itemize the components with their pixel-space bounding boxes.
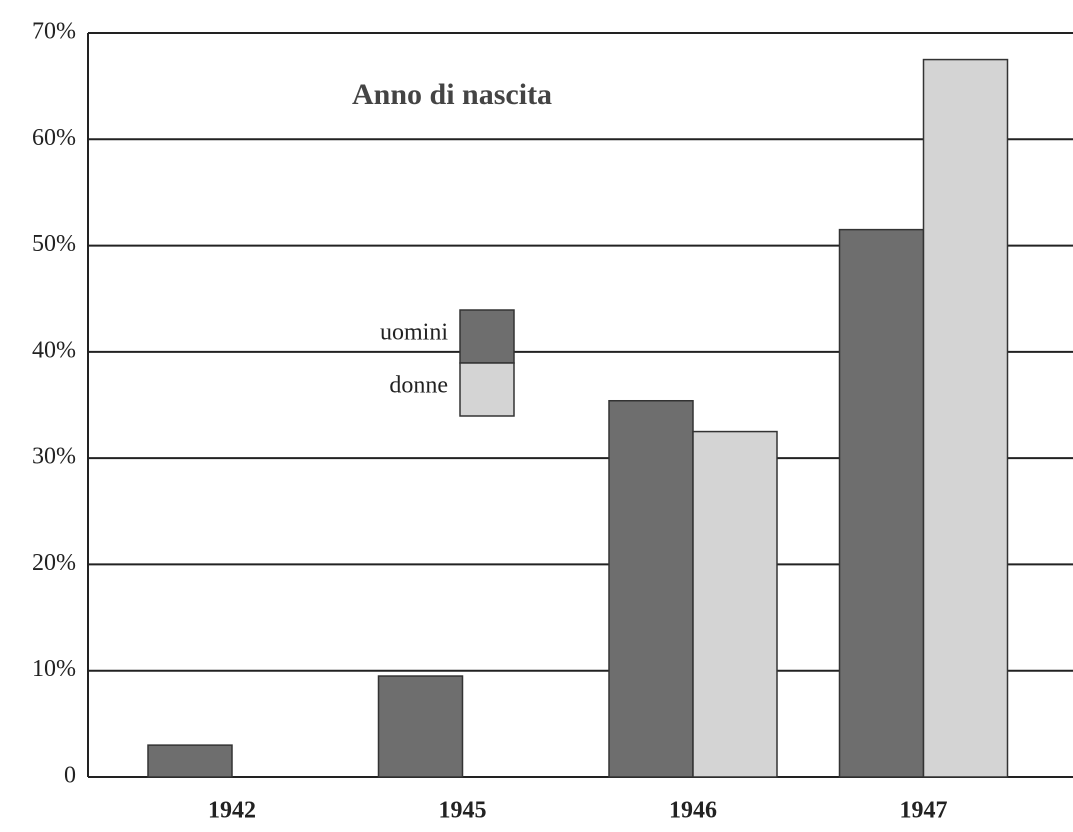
y-tick-label: 10%: [32, 656, 76, 682]
y-tick-label: 40%: [32, 337, 76, 363]
bar: [377, 675, 464, 778]
chart-title: Anno di nascita: [352, 78, 552, 111]
x-tick-label: 1945: [439, 798, 487, 824]
y-tick-label: 70%: [32, 19, 76, 45]
y-tick-label: 0: [64, 763, 76, 789]
bar: [838, 228, 925, 778]
x-tick-label: 1947: [900, 798, 948, 824]
bar: [608, 399, 694, 778]
legend-swatch: [459, 309, 515, 364]
y-tick-label: 30%: [32, 444, 76, 470]
x-tick-label: 1942: [208, 798, 256, 824]
legend-label: uomini: [380, 320, 448, 346]
y-tick-label: 20%: [32, 550, 76, 576]
y-tick-label: 60%: [32, 125, 76, 151]
bar: [147, 744, 233, 778]
y-tick-label: 50%: [32, 231, 76, 257]
bar: [692, 430, 778, 778]
legend-label: donne: [389, 373, 448, 399]
bar: [922, 58, 1009, 778]
x-tick-label: 1946: [669, 798, 717, 824]
legend-swatch: [459, 362, 515, 417]
